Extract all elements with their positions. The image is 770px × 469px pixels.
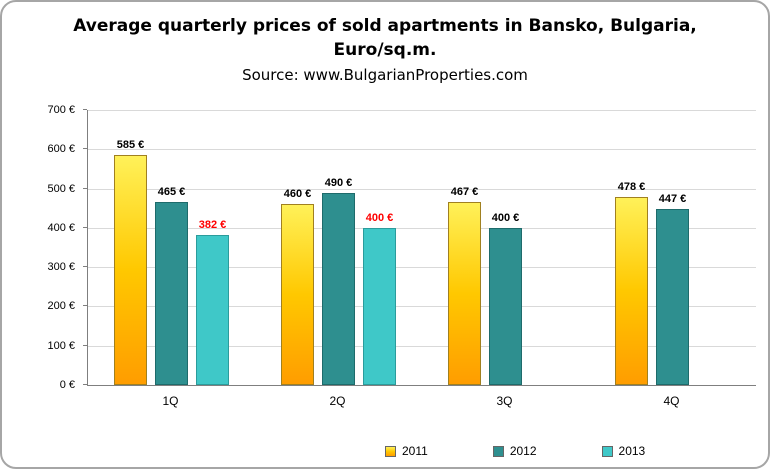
chart-subtitle: Source: www.BulgarianProperties.com bbox=[242, 66, 528, 84]
chart-title-line2: Euro/sq.m. bbox=[333, 40, 437, 60]
bar-groups: 585 € 465 € 382 € 460 € 490 € 400 € 467 € 400 €… bbox=[88, 110, 756, 385]
bar-2011-2Q bbox=[281, 204, 314, 385]
bar-slot-2012-4Q: 447 € bbox=[656, 110, 689, 385]
x-axis-label-2Q: 2Q bbox=[329, 394, 346, 408]
bar-value-label-2012-1Q: 465 € bbox=[157, 186, 186, 199]
bar-value-label-2012-2Q: 490 € bbox=[324, 176, 353, 189]
y-axis-label-0: 0 € bbox=[59, 379, 75, 391]
x-axis-label-4Q: 4Q bbox=[663, 394, 680, 408]
bar-value-label-2011-1Q: 585 € bbox=[116, 139, 145, 152]
bar-slot-2013-1Q: 382 € bbox=[196, 110, 229, 385]
legend: 2011 2012 2013 bbox=[385, 444, 645, 458]
y-axis-tick bbox=[83, 384, 87, 385]
x-axis-label-1Q: 1Q bbox=[162, 394, 179, 408]
y-axis-label-500: 500 € bbox=[47, 182, 75, 195]
bar-slot-2012-2Q: 490 € bbox=[322, 110, 355, 385]
bar-2012-1Q bbox=[155, 202, 188, 385]
gridline-400 bbox=[88, 227, 756, 229]
bar-2012-4Q bbox=[656, 209, 689, 385]
bar-slot-2013-3Q bbox=[530, 110, 563, 385]
y-axis-tick bbox=[83, 226, 87, 228]
y-axis-label-100: 100 € bbox=[47, 339, 75, 352]
legend-swatch-2012 bbox=[492, 445, 504, 457]
bar-slot-2012-1Q: 465 € bbox=[155, 110, 188, 385]
bar-group-1Q: 585 € 465 € 382 € bbox=[88, 110, 255, 385]
y-axis-tick bbox=[83, 344, 87, 346]
gridline-100 bbox=[88, 345, 756, 347]
bar-value-label-2013-2Q: 400 € bbox=[365, 211, 394, 224]
bar-2012-3Q bbox=[489, 227, 522, 385]
y-axis-label-700: 700 € bbox=[47, 104, 75, 116]
bar-group-3Q: 467 € 400 € bbox=[422, 110, 589, 385]
gridline-600 bbox=[88, 149, 756, 151]
bar-value-label-2011-3Q: 467 € bbox=[450, 185, 479, 198]
y-axis-label-300: 300 € bbox=[47, 261, 75, 274]
y-axis-tick bbox=[83, 187, 87, 189]
gridline-700 bbox=[88, 110, 756, 111]
y-axis-label-600: 600 € bbox=[47, 143, 75, 156]
chart-header: Average quarterly prices of sold apartme… bbox=[2, 14, 768, 86]
bar-2013-1Q bbox=[196, 234, 229, 385]
y-axis: 0 € 100 € 200 € 300 € 400 € 500 € 600 € 700 € bbox=[2, 104, 87, 391]
bar-group-4Q: 478 € 447 € bbox=[589, 110, 756, 385]
y-axis-label-200: 200 € bbox=[47, 300, 75, 313]
gridline-200 bbox=[88, 306, 756, 308]
legend-swatch-2013 bbox=[601, 445, 613, 457]
bar-slot-2011-4Q: 478 € bbox=[615, 110, 648, 385]
bar-value-label-2013-1Q: 382 € bbox=[198, 218, 227, 231]
gridline-300 bbox=[88, 267, 756, 269]
bar-group-2Q: 460 € 490 € 400 € bbox=[255, 110, 422, 385]
bar-value-label-2012-3Q: 400 € bbox=[491, 211, 520, 224]
x-axis: 1Q 2Q 3Q 4Q bbox=[87, 394, 755, 408]
bar-slot-2011-3Q: 467 € bbox=[448, 110, 481, 385]
y-axis-tick bbox=[83, 109, 87, 110]
x-axis-label-3Q: 3Q bbox=[496, 394, 513, 408]
legend-swatch-2011 bbox=[385, 445, 396, 457]
gridlines bbox=[88, 110, 756, 385]
bar-value-label-2011-4Q: 478 € bbox=[617, 181, 646, 194]
bar-2011-4Q bbox=[615, 197, 648, 385]
bar-2011-3Q bbox=[448, 201, 481, 385]
legend-label-2012: 2012 bbox=[509, 444, 537, 458]
y-axis-tick bbox=[83, 148, 87, 150]
bar-2013-2Q bbox=[363, 227, 396, 385]
legend-label-2011: 2011 bbox=[402, 444, 428, 458]
bar-slot-2011-2Q: 460 € bbox=[281, 110, 314, 385]
bar-slot-2013-4Q bbox=[697, 110, 730, 385]
y-axis-tick bbox=[83, 305, 87, 307]
bar-2012-2Q bbox=[322, 192, 355, 385]
legend-item-2012: 2012 bbox=[492, 444, 537, 458]
legend-item-2013: 2013 bbox=[601, 444, 646, 458]
chart-title-line1: Average quarterly prices of sold apartme… bbox=[73, 16, 697, 36]
bar-slot-2011-1Q: 585 € bbox=[114, 110, 147, 385]
bar-value-label-2011-2Q: 460 € bbox=[283, 188, 312, 201]
bar-slot-2013-2Q: 400 € bbox=[363, 110, 396, 385]
gridline-500 bbox=[88, 188, 756, 190]
bar-slot-2012-3Q: 400 € bbox=[489, 110, 522, 385]
plot-area: 585 € 465 € 382 € 460 € 490 € 400 € 467 € 400 €… bbox=[87, 110, 756, 386]
bar-2011-1Q bbox=[114, 155, 147, 385]
y-axis-label-400: 400 € bbox=[47, 221, 75, 234]
legend-label-2013: 2013 bbox=[618, 444, 646, 458]
legend-item-2011: 2011 bbox=[385, 444, 428, 458]
bar-value-label-2012-4Q: 447 € bbox=[658, 193, 687, 206]
y-axis-tick bbox=[83, 266, 87, 268]
